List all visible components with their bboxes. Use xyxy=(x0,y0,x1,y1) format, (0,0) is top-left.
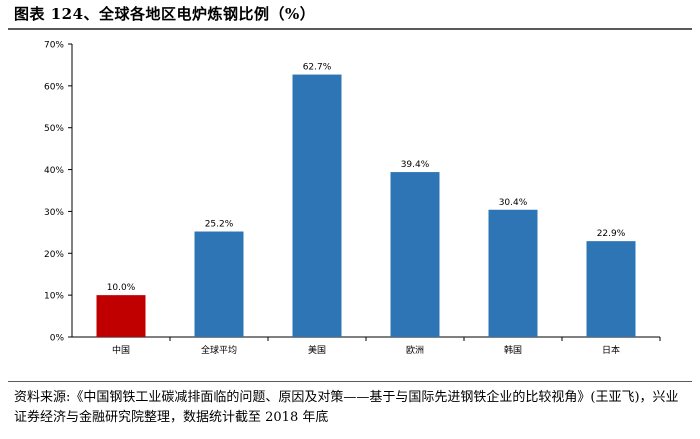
x-tick-labels: 中国 全球平均 美国 欧洲 韩国 日本 xyxy=(112,344,620,356)
axes xyxy=(68,43,661,341)
bar xyxy=(488,209,538,337)
y-tick-labels: 0% 10% 20% 30% 40% 50% 60% 70% xyxy=(44,41,64,344)
source-note: 资料来源:《中国钢铁工业碳减排面临的问题、原因及对策——基于与国际先进钢铁企业的… xyxy=(14,390,679,425)
bars xyxy=(96,74,636,337)
data-label: 39.4% xyxy=(401,160,430,170)
bar-chart: 10.0% 25.2% 62.7% 39.4% 30.4% 22.9% 中国 全球平均 美国 欧… xyxy=(44,41,661,356)
x-tick-label: 欧洲 xyxy=(406,344,424,356)
bar xyxy=(390,172,440,337)
data-labels: 10.0% 25.2% 62.7% 39.4% 30.4% 22.9% xyxy=(107,63,626,294)
bar xyxy=(96,295,146,337)
x-tick-label: 中国 xyxy=(112,344,130,356)
x-tick-label: 日本 xyxy=(602,344,620,356)
x-tick-label: 韩国 xyxy=(504,344,522,356)
y-tick-label: 0% xyxy=(50,334,65,344)
y-tick-label: 70% xyxy=(44,41,64,51)
data-label: 22.9% xyxy=(597,229,626,239)
bar xyxy=(292,74,342,337)
y-tick-label: 60% xyxy=(44,82,64,92)
data-label: 62.7% xyxy=(303,63,332,73)
data-label: 10.0% xyxy=(107,283,136,293)
data-label: 25.2% xyxy=(205,220,234,230)
bar xyxy=(586,241,636,337)
y-tick-label: 10% xyxy=(44,292,64,302)
x-tick-label: 全球平均 xyxy=(201,344,237,356)
data-label: 30.4% xyxy=(499,198,528,208)
footer-rule xyxy=(8,381,692,382)
y-tick-label: 20% xyxy=(44,250,64,260)
bar xyxy=(194,231,244,337)
y-tick-label: 50% xyxy=(44,124,64,134)
y-tick-label: 30% xyxy=(44,208,64,218)
x-tick-label: 美国 xyxy=(308,344,326,356)
y-tick-label: 40% xyxy=(44,166,64,176)
title-bar: 图表 124、全球各地区电炉炼钢比例（%） xyxy=(8,0,692,30)
figure-title: 图表 124、全球各地区电炉炼钢比例（%） xyxy=(14,5,316,23)
